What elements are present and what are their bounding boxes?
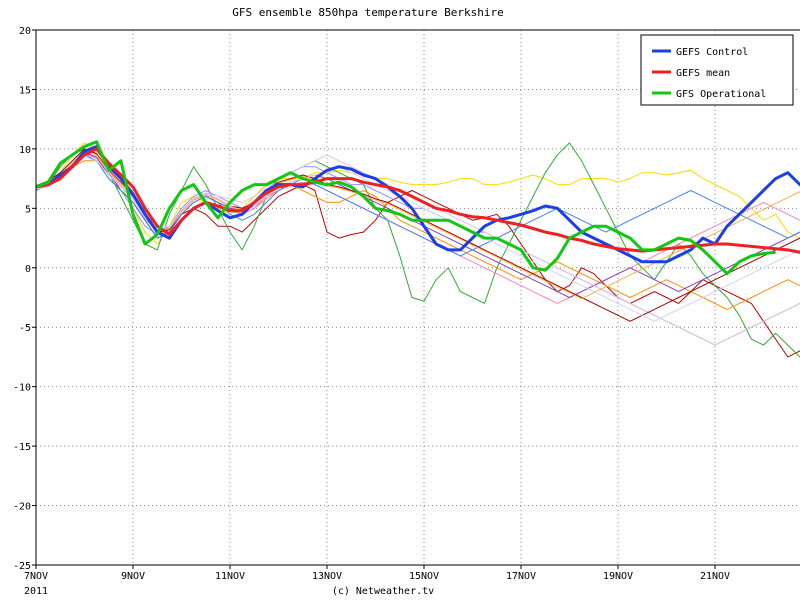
x-tick-label: 9NOV — [121, 571, 145, 582]
x-tick-label: 19NOV — [603, 571, 633, 582]
y-tick-label: 15 — [19, 85, 31, 96]
y-tick-label: -20 — [13, 502, 31, 513]
series-line-gefs-mean — [36, 147, 800, 254]
x-tick-label: 11NOV — [215, 571, 245, 582]
x-tick-label: 13NOV — [312, 571, 342, 582]
y-tick-label: -25 — [13, 561, 31, 572]
series-line-member-3 — [36, 142, 800, 358]
year-label: 2011 — [24, 586, 48, 597]
y-tick-label: 20 — [19, 26, 31, 37]
series-line-member-11 — [36, 156, 800, 322]
x-tick-label: 17NOV — [506, 571, 536, 582]
y-ticks: 20 15 10 5 0 -5 -10 -15 -20 -25 — [13, 26, 36, 572]
y-tick-label: 0 — [25, 264, 31, 275]
y-tick-label: -5 — [19, 323, 31, 334]
series-layer — [36, 140, 800, 358]
chart-title: GFS ensemble 850hpa temperature Berkshir… — [232, 6, 504, 19]
legend-label: GFS Operational — [676, 89, 766, 100]
x-tick-label: 21NOV — [700, 571, 730, 582]
y-tick-label: 5 — [25, 204, 31, 215]
series-line-member-10 — [36, 148, 800, 322]
series-line-gefs-control — [36, 145, 800, 264]
x-ticks: 7NOV 9NOV 11NOV 13NOV 15NOV 17NOV 19NOV 21NOV — [24, 565, 730, 582]
legend-label: GEFS Control — [676, 47, 748, 58]
legend: GEFS Control GEFS mean GFS Operational — [640, 34, 794, 106]
legend-label: GEFS mean — [676, 68, 730, 79]
x-tick-label: 15NOV — [409, 571, 439, 582]
y-tick-label: 10 — [19, 145, 31, 156]
credit-label: (c) Netweather.tv — [332, 586, 434, 597]
series-line-gfs-operational — [36, 140, 776, 276]
y-tick-label: -15 — [13, 442, 31, 453]
series-line-member-12 — [36, 149, 800, 300]
y-tick-label: -10 — [13, 383, 31, 394]
x-tick-label: 7NOV — [24, 571, 48, 582]
plot-area — [36, 30, 800, 565]
